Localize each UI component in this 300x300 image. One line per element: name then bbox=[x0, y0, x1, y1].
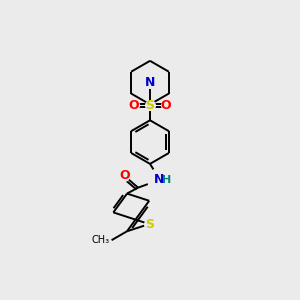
Text: N: N bbox=[145, 76, 155, 89]
Text: O: O bbox=[129, 99, 140, 112]
Text: O: O bbox=[119, 169, 130, 182]
Text: S: S bbox=[145, 218, 154, 231]
Text: N: N bbox=[154, 173, 164, 186]
Text: O: O bbox=[160, 99, 171, 112]
Text: H: H bbox=[162, 175, 172, 185]
Text: S: S bbox=[146, 99, 154, 112]
Text: CH₃: CH₃ bbox=[92, 235, 110, 245]
